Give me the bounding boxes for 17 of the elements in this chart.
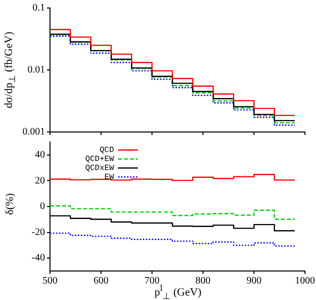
y-axis-title: δ(%): [4, 193, 16, 215]
x-tick-label: 1000: [295, 276, 315, 287]
y-tick-label: -20: [32, 226, 45, 238]
y-tick-label: 20: [35, 175, 45, 186]
legend-label: EW: [104, 173, 114, 182]
x-tick-label: 500: [42, 276, 58, 287]
x-tick-label: 600: [94, 276, 108, 287]
x-tick-label: 900: [246, 276, 262, 287]
y-tick-label: 40: [35, 150, 45, 161]
y-tick-label: -40: [32, 252, 45, 264]
y-tick-label: 0.01: [28, 64, 45, 76]
y-tick-label: 0: [40, 201, 45, 212]
legend-label: QCD+EW: [85, 155, 114, 164]
y-tick-label: 0.001: [22, 126, 45, 138]
y-tick-label: 0.1: [32, 2, 45, 14]
legend-label: QCDxEW: [85, 164, 114, 174]
legend-label: QCD: [100, 146, 114, 156]
